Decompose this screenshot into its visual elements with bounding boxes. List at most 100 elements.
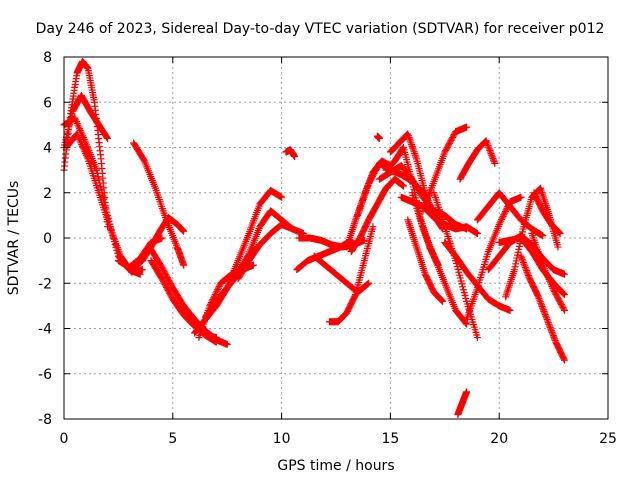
data-point: [498, 216, 506, 224]
data-point: [488, 151, 496, 159]
data-point: [502, 206, 510, 214]
series-arc-41: [517, 252, 568, 364]
data-point: [483, 140, 491, 148]
y-tick-label: 8: [43, 50, 52, 66]
data-point: [215, 282, 223, 290]
data-point: [439, 297, 447, 305]
series-arc-2: [60, 91, 112, 151]
data-point: [524, 270, 532, 278]
data-point: [536, 296, 544, 304]
data-points: [60, 58, 568, 418]
data-point: [554, 243, 562, 251]
data-point: [537, 299, 545, 307]
series-arc-42: [528, 229, 568, 314]
data-point: [537, 301, 545, 309]
data-point: [485, 145, 493, 153]
data-point: [473, 334, 481, 342]
data-point: [523, 267, 531, 275]
data-point: [484, 142, 492, 150]
x-tick-label: 0: [60, 431, 69, 447]
data-point: [546, 324, 554, 332]
data-point: [523, 268, 531, 276]
data-point: [363, 281, 371, 289]
data-point: [351, 292, 359, 300]
data-point: [462, 319, 470, 327]
data-point: [291, 153, 299, 161]
data-point: [97, 182, 105, 190]
data-point: [541, 309, 549, 317]
data-point: [556, 229, 564, 237]
data-point: [103, 133, 111, 141]
data-point: [560, 356, 568, 364]
data-point: [427, 205, 435, 213]
series-arc-10: [180, 302, 231, 348]
data-point: [549, 332, 557, 340]
y-tick-label: -2: [38, 276, 52, 292]
data-point: [522, 265, 530, 273]
data-point: [463, 123, 471, 131]
data-point: [550, 333, 558, 341]
data-point: [421, 189, 429, 197]
data-point: [427, 203, 435, 211]
data-point: [536, 298, 544, 306]
y-tick-label: -4: [38, 322, 52, 338]
data-point: [158, 234, 166, 242]
data-point: [426, 202, 434, 210]
x-axis-label: GPS time / hours: [277, 458, 394, 474]
data-point: [538, 303, 546, 311]
data-point: [489, 154, 497, 162]
series-arc-30: [408, 189, 471, 328]
x-tick-label: 5: [168, 431, 177, 447]
data-point: [543, 315, 551, 323]
data-point: [501, 207, 509, 215]
data-point: [546, 322, 554, 330]
data-point: [376, 134, 384, 142]
data-point: [499, 212, 507, 220]
data-point: [519, 257, 527, 265]
data-point: [518, 255, 526, 263]
data-point: [555, 228, 563, 236]
data-point: [399, 144, 407, 152]
data-point: [93, 166, 101, 174]
data-point: [556, 229, 564, 237]
data-point: [518, 254, 526, 262]
data-point: [560, 270, 568, 278]
data-point: [473, 229, 481, 237]
data-point: [485, 143, 493, 151]
data-point: [483, 138, 491, 146]
y-tick-label: 2: [43, 186, 52, 202]
data-point: [501, 209, 509, 217]
data-point: [213, 287, 221, 295]
data-point: [223, 340, 231, 348]
data-point: [95, 176, 103, 184]
data-point: [399, 182, 407, 190]
series-arc-15: [234, 220, 307, 283]
data-point: [542, 312, 550, 320]
data-point: [496, 219, 504, 227]
y-tick-label: -8: [38, 412, 52, 428]
data-point: [548, 328, 556, 336]
data-point: [535, 294, 543, 302]
series-arc-32: [430, 189, 481, 342]
x-tick-label: 10: [273, 431, 291, 447]
series-arc-22: [347, 175, 407, 256]
data-point: [487, 150, 495, 158]
data-point: [490, 156, 498, 164]
data-point: [500, 211, 508, 219]
x-tick-label: 20: [490, 431, 508, 447]
data-point: [438, 297, 446, 305]
data-point: [519, 259, 527, 267]
data-point: [104, 134, 112, 142]
series-arc-29: [404, 216, 447, 305]
data-point: [521, 262, 529, 270]
data-point: [214, 286, 222, 294]
data-point: [437, 296, 445, 304]
data-point: [521, 263, 529, 271]
data-point: [249, 261, 257, 269]
axis-ticks: 0 5 10 15 20 25 -8 -6 -4 -2 0 2 4 6 8: [38, 50, 617, 447]
data-point: [211, 291, 219, 299]
y-axis-label: SDTVAR / TECUs: [6, 181, 22, 296]
series-arc-7: [130, 139, 188, 269]
series-arc-31: [419, 123, 471, 215]
